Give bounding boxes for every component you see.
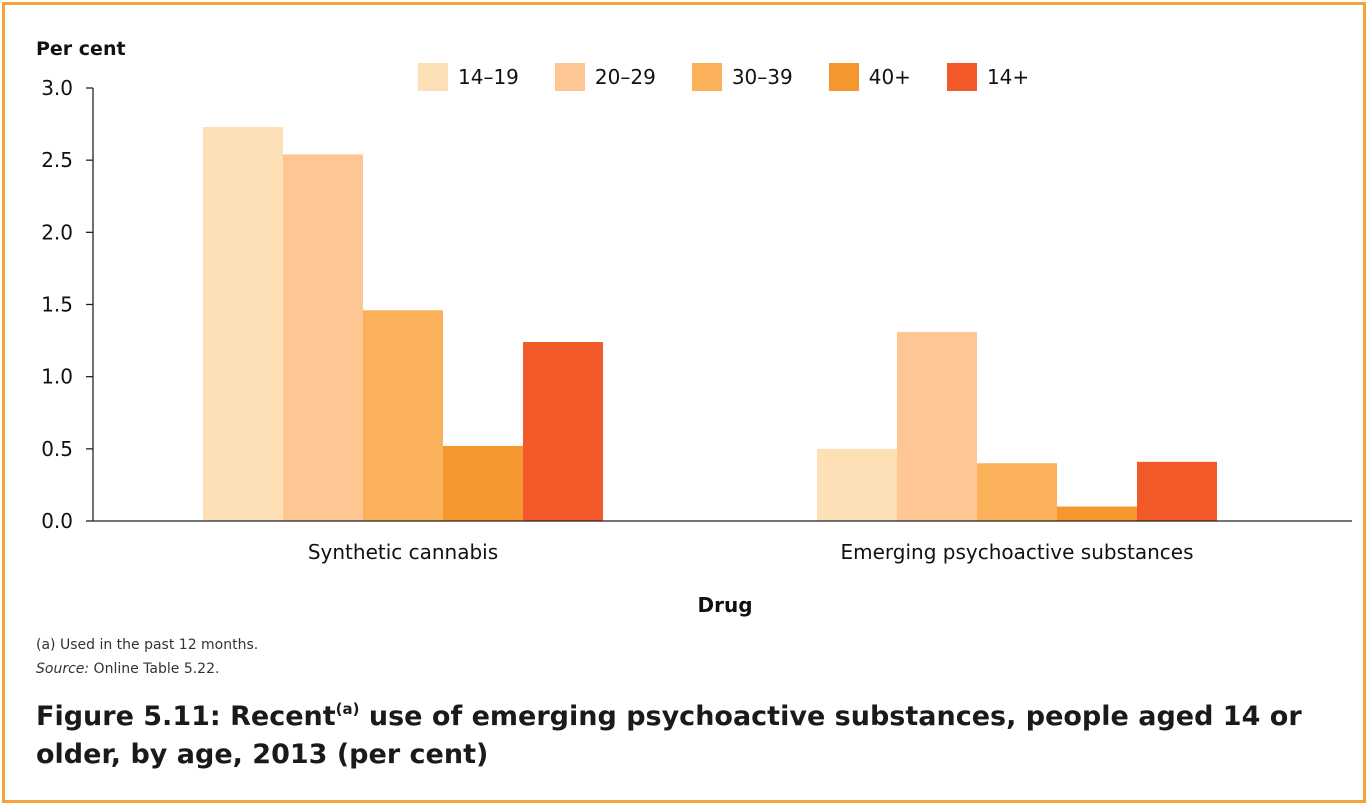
caption-title: Figure 5.11: Recent	[36, 701, 336, 732]
legend-swatch	[691, 63, 722, 91]
y-tick-label: 3.0	[41, 76, 73, 100]
footnote: (a) Used in the past 12 months.	[36, 637, 259, 653]
bar	[363, 310, 443, 521]
legend-item: 20–29	[554, 63, 656, 91]
y-tick-label: 1.0	[41, 365, 73, 389]
figure-caption: Figure 5.11: Recent(a) use of emerging p…	[36, 698, 1336, 774]
bar	[1137, 461, 1217, 521]
legend-swatch	[418, 63, 448, 91]
y-tick-label: 0.5	[41, 437, 73, 461]
legend-label: 20–29	[594, 65, 656, 89]
x-tick-label: Emerging psychoactive substances	[841, 540, 1194, 564]
chart-legend: 14–19 20–29 30–39 40+ 14+	[418, 62, 1065, 92]
bar	[1057, 506, 1137, 521]
source-text: Online Table 5.22.	[89, 661, 220, 677]
bar	[203, 126, 283, 521]
y-axis-label: Per cent	[36, 38, 126, 60]
legend-item: 40+	[828, 63, 911, 91]
caption-title-rest: use of emerging psychoactive substances,…	[36, 701, 1302, 770]
x-tick-label: Synthetic cannabis	[308, 540, 498, 564]
legend-item: 14+	[946, 63, 1030, 91]
bar	[443, 445, 523, 521]
legend-item: 30–39	[691, 63, 793, 91]
bar	[977, 463, 1057, 521]
legend-label: 14–19	[458, 65, 519, 89]
legend-swatch	[946, 63, 977, 91]
y-tick-label: 1.5	[41, 293, 73, 317]
legend-swatch	[828, 63, 859, 91]
caption-superscript: (a)	[335, 700, 360, 718]
source-label: Source:	[36, 661, 90, 677]
bar	[523, 342, 603, 521]
source-note: Source: Online Table 5.22.	[36, 661, 219, 677]
y-tick-label: 2.0	[41, 220, 73, 244]
bar	[283, 154, 363, 522]
legend-item: 14–19	[418, 63, 519, 91]
legend-label: 14+	[986, 65, 1030, 89]
x-axis-label: Drug	[697, 593, 753, 617]
legend-label: 30–39	[731, 65, 793, 89]
legend-label: 40+	[868, 65, 911, 89]
bar	[817, 448, 897, 521]
y-tick-label: 2.5	[41, 148, 73, 172]
bar-chart: Synthetic cannabis Emerging psychoactive …	[41, 76, 1352, 564]
y-tick-label: 0.0	[41, 509, 73, 533]
legend-swatch	[554, 63, 585, 91]
bar	[897, 331, 977, 521]
